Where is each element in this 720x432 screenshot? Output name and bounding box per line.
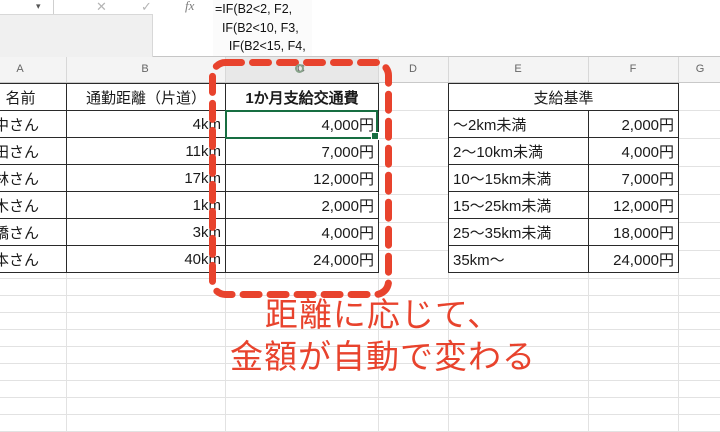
gridline	[0, 278, 720, 279]
cell-name[interactable]: 小林さん	[0, 164, 67, 192]
cell-name[interactable]: 山田さん	[0, 137, 67, 165]
cell-name-header[interactable]: 名前	[0, 83, 67, 111]
cell-distance[interactable]: 1km	[66, 191, 226, 219]
divider	[378, 57, 379, 82]
divider	[678, 57, 679, 82]
active-cell-border[interactable]	[225, 110, 379, 140]
cell-distance-header[interactable]: 通勤距離（片道）	[66, 83, 226, 111]
table-row: 35km～ 24,000円	[448, 245, 680, 273]
cell-allowance[interactable]: 7,000円	[225, 137, 379, 165]
cell-allowance[interactable]: 2,000円	[225, 191, 379, 219]
cell-allowance[interactable]: 4,000円	[225, 218, 379, 246]
divider	[225, 57, 226, 82]
cell-range[interactable]: 15～25km未満	[448, 191, 589, 219]
annotation-text[interactable]: 距離に応じて、 金額が自動で変わる	[203, 294, 563, 378]
table-row: 山田さん 11km 7,000円	[0, 137, 379, 165]
cell-distance[interactable]: 40km	[66, 245, 226, 273]
cell-amount[interactable]: 24,000円	[587, 245, 680, 273]
column-header-g[interactable]: G	[695, 63, 705, 75]
criteria-table: 支給基準 ～2km未満 2,000円 2～10km未満 4,000円 10～15…	[447, 83, 680, 273]
annotation-line: 距離に応じて、	[264, 296, 502, 333]
cell-range[interactable]: 25～35km未満	[448, 218, 589, 246]
name-box-panel	[0, 14, 153, 57]
table-row: 小林さん 17km 12,000円	[0, 164, 379, 192]
cancel-icon[interactable]: ✕	[96, 0, 107, 14]
formula-bar: ▾ ✕ ✓ fx =IF(B2<2, F2, IF(B2<10, F3, IF(…	[0, 0, 720, 57]
column-header-b[interactable]: B	[141, 63, 149, 75]
fill-handle[interactable]	[371, 132, 379, 140]
cell-amount[interactable]: 7,000円	[587, 164, 680, 192]
table-row: 15～25km未満 12,000円	[448, 191, 680, 219]
empty-grid-rows	[0, 279, 720, 432]
cell-range[interactable]: 10～15km未満	[448, 164, 589, 192]
table-row: 2～10km未満 4,000円	[448, 137, 680, 165]
divider	[53, 0, 54, 14]
table-row: ～2km未満 2,000円	[448, 110, 680, 138]
cell-distance[interactable]: 4km	[66, 110, 226, 138]
formula-line: IF(B2<10, F3,	[215, 20, 299, 35]
cell-distance[interactable]: 17km	[66, 164, 226, 192]
cell-allowance-header[interactable]: 1か月支給交通費	[225, 83, 379, 111]
cell-distance[interactable]: 11km	[66, 137, 226, 165]
table-row: 坂本さん 40km 24,000円	[0, 245, 379, 273]
table-row: 25～35km未満 18,000円	[448, 218, 680, 246]
confirm-icon[interactable]: ✓	[141, 0, 152, 14]
cell-range[interactable]: ～2km未満	[448, 110, 589, 138]
cell-name[interactable]: 鈴木さん	[0, 191, 67, 219]
cell-range[interactable]: 35km～	[448, 245, 589, 273]
formula-input[interactable]: =IF(B2<2, F2, IF(B2<10, F3, IF(B2<15, F4…	[213, 0, 312, 56]
table-row: 名前 通勤距離（片道） 1か月支給交通費	[0, 83, 379, 111]
divider	[66, 57, 67, 82]
name-box-dropdown-icon[interactable]: ▾	[36, 1, 41, 11]
cell-criteria-title[interactable]: 支給基準	[447, 83, 680, 111]
cell-amount[interactable]: 18,000円	[587, 218, 680, 246]
formula-line: =IF(B2<2, F2,	[215, 2, 293, 16]
cell-name[interactable]: 坂本さん	[0, 245, 67, 273]
shape-rotation-handle-icon[interactable]	[295, 64, 304, 73]
annotation-line: 金額が自動で変わる	[230, 338, 536, 375]
cell-allowance[interactable]: 24,000円	[225, 245, 379, 273]
cell-distance[interactable]: 3km	[66, 218, 226, 246]
cell-allowance[interactable]: 4,000円	[225, 110, 379, 138]
column-header-f[interactable]: F	[629, 63, 637, 75]
insert-function-icon[interactable]: fx	[185, 0, 195, 13]
column-header-a[interactable]: A	[16, 63, 24, 75]
cell-amount[interactable]: 12,000円	[587, 191, 680, 219]
cell-amount[interactable]: 2,000円	[587, 110, 680, 138]
cell-name[interactable]: 田中さん	[0, 110, 67, 138]
table-row: 支給基準	[447, 83, 680, 111]
cell-amount[interactable]: 4,000円	[587, 137, 680, 165]
table-row: 高橋さん 3km 4,000円	[0, 218, 379, 246]
divider	[448, 57, 449, 82]
allowance-table: 名前 通勤距離（片道） 1か月支給交通費 田中さん 4km 4,000円 山田さ…	[0, 83, 379, 273]
cell-range[interactable]: 2～10km未満	[448, 137, 589, 165]
formula-line: IF(B2<15, F4,	[215, 39, 306, 53]
table-row: 10～15km未満 7,000円	[448, 164, 680, 192]
table-row: 鈴木さん 1km 2,000円	[0, 191, 379, 219]
column-header-e[interactable]: E	[514, 63, 522, 75]
dashed-highlight-shape[interactable]	[208, 58, 393, 299]
divider	[588, 57, 589, 82]
cell-name[interactable]: 高橋さん	[0, 218, 67, 246]
column-header-d[interactable]: D	[409, 63, 417, 75]
